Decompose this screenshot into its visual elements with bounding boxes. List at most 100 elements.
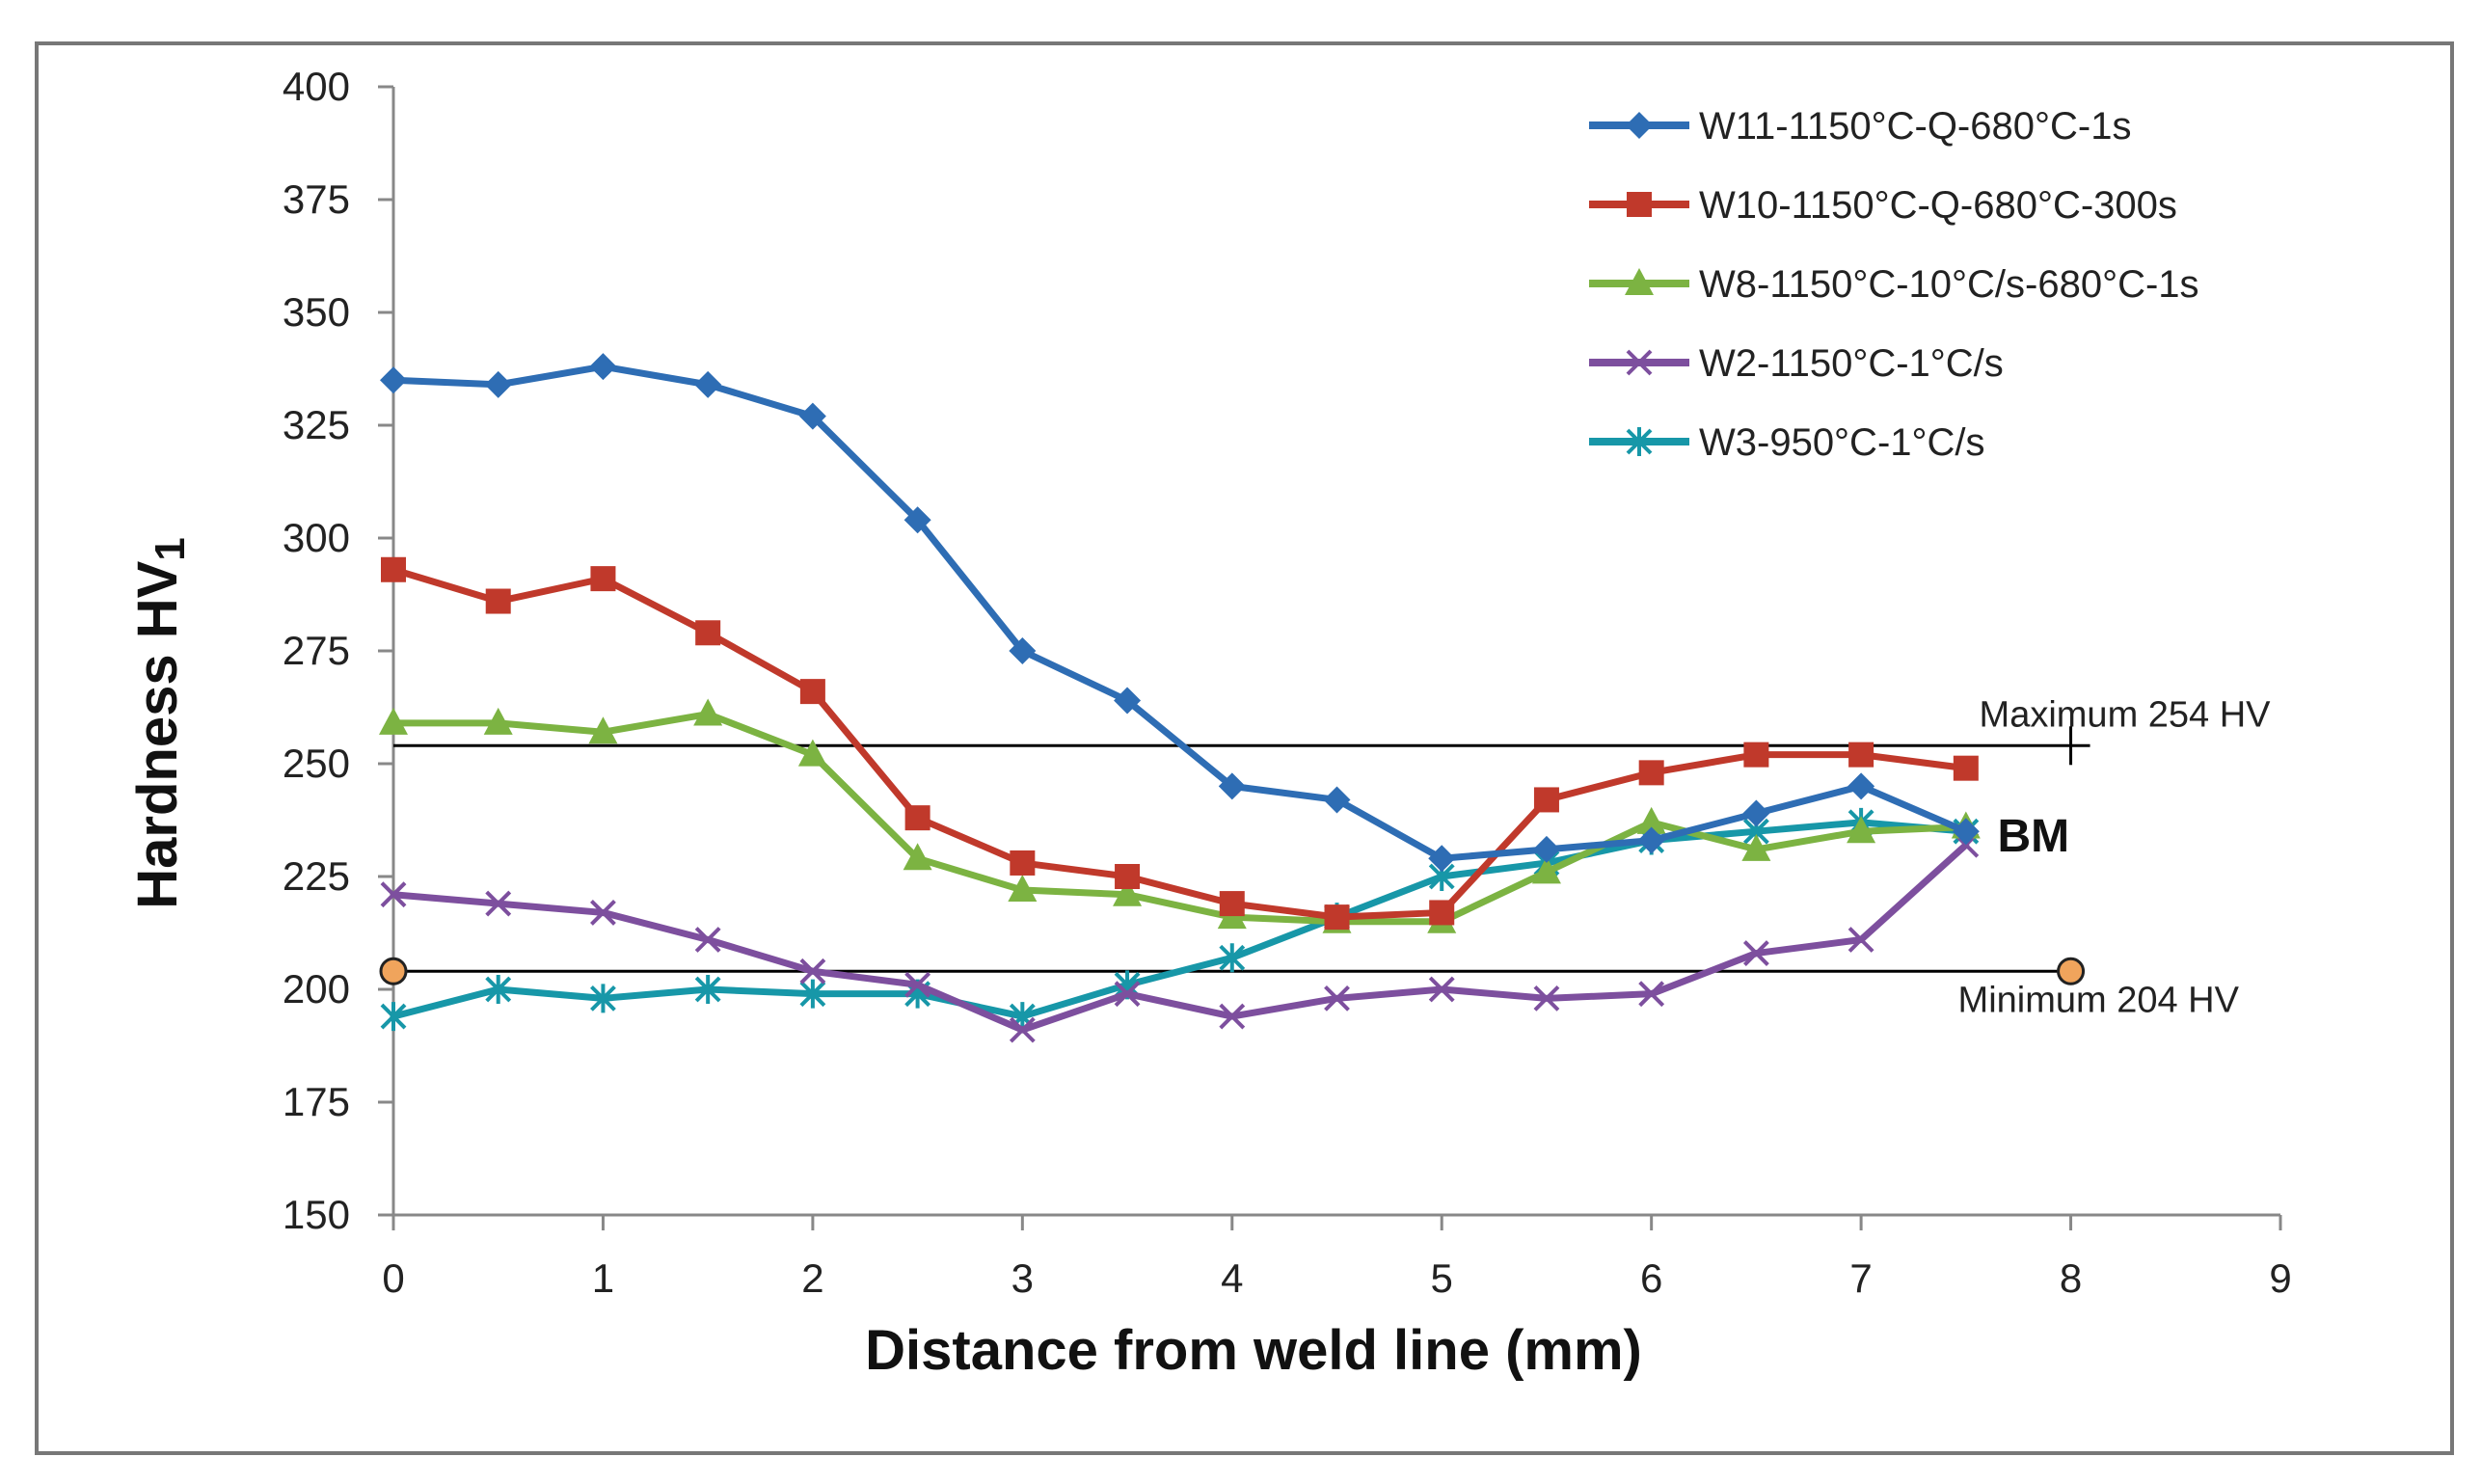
data-point — [799, 979, 826, 1009]
x-axis-title: Distance from weld line (mm) — [865, 1319, 1642, 1382]
data-point — [694, 975, 721, 1004]
data-point — [1218, 772, 1246, 800]
data-point — [799, 958, 826, 985]
series-3 — [380, 831, 1980, 1043]
series-line — [390, 363, 1970, 862]
legend-label: W8-1150°C-10°C/s-680°C-1s — [1699, 263, 2199, 306]
data-point — [1010, 850, 1036, 876]
legend-item: W3-950°C-1°C/s — [1589, 421, 1985, 464]
data-point — [590, 900, 616, 926]
data-point — [1324, 985, 1350, 1012]
data-point — [1219, 891, 1245, 917]
minimum-label: Minimum 204 HV — [1958, 980, 2240, 1020]
data-point — [1009, 637, 1037, 664]
data-point — [1847, 927, 1874, 953]
axes: 150 175 200 225 250 275 300 325 350 375 400 0 1 2 3 4 5 6… — [283, 64, 2292, 1301]
data-point — [1742, 940, 1769, 966]
data-point — [589, 353, 617, 381]
data-point — [1532, 835, 1560, 863]
x-tick-label: 3 — [1011, 1255, 1034, 1301]
series-1 — [381, 556, 1979, 931]
data-point — [1627, 192, 1652, 217]
data-point — [379, 707, 408, 735]
data-point — [798, 402, 826, 430]
series-line — [390, 711, 1970, 926]
data-point — [1848, 742, 1874, 768]
data-point — [1847, 816, 1876, 844]
y-tick-label: 150 — [283, 1192, 350, 1237]
data-point — [1533, 787, 1559, 813]
data-point — [904, 805, 930, 831]
maximum-label: Maximum 254 HV — [1980, 694, 2272, 735]
legend-item: W10-1150°C-Q-680°C-300s — [1589, 184, 2177, 227]
y-tick-label: 250 — [283, 741, 350, 786]
y-tick-label: 325 — [283, 402, 350, 447]
data-point — [799, 679, 825, 705]
data-point — [1323, 786, 1351, 814]
data-point — [1008, 875, 1038, 903]
data-point — [380, 881, 407, 908]
data-point — [1847, 772, 1875, 800]
data-point — [1429, 900, 1455, 926]
bm-label: BM — [1997, 811, 2069, 862]
data-point — [1531, 856, 1561, 884]
y-axis-title-main: Hardness HV — [126, 560, 189, 908]
data-point — [484, 370, 512, 398]
data-point — [1952, 818, 1980, 846]
legend-label: W11-1150°C-Q-680°C-1s — [1699, 105, 2131, 148]
data-point — [695, 620, 721, 646]
chart-frame — [35, 41, 2454, 1455]
data-point — [590, 566, 616, 592]
data-point — [381, 556, 406, 582]
data-point — [1742, 799, 1770, 827]
y-tick-label: 350 — [283, 289, 350, 335]
data-point — [1114, 981, 1141, 1008]
data-point — [1009, 1016, 1036, 1043]
x-tick-label: 9 — [2269, 1255, 2291, 1301]
data-point — [485, 890, 512, 917]
data-point — [380, 1002, 407, 1032]
data-point — [903, 506, 931, 534]
y-tick-label: 175 — [283, 1079, 350, 1124]
series-line — [390, 566, 1970, 921]
x-tick-label: 2 — [801, 1255, 823, 1301]
y-tick-label: 225 — [283, 853, 350, 899]
data-point — [1638, 981, 1665, 1008]
x-tick-label: 6 — [1640, 1255, 1662, 1301]
y-axis-title: Hardness HV1 — [126, 537, 194, 909]
data-point — [694, 370, 722, 398]
data-point — [1324, 904, 1350, 931]
data-point — [1625, 268, 1654, 295]
minimum-line-end-marker — [379, 957, 408, 985]
data-point — [797, 739, 827, 767]
data-point — [1626, 427, 1653, 456]
data-point — [1533, 985, 1560, 1012]
data-point — [1428, 976, 1455, 1003]
data-point — [380, 366, 407, 394]
x-tick-label: 1 — [592, 1255, 614, 1301]
y-tick-label: 375 — [283, 176, 350, 222]
data-point — [1219, 1003, 1246, 1030]
data-point — [1626, 349, 1653, 376]
legend-item: W2-1150°C-1°C/s — [1589, 342, 2004, 385]
data-point — [1953, 755, 1979, 781]
data-point — [694, 927, 721, 953]
x-tick-label: 4 — [1221, 1255, 1243, 1301]
y-tick-label: 200 — [283, 966, 350, 1012]
series-line — [390, 841, 1970, 1034]
legend-label: W10-1150°C-Q-680°C-300s — [1699, 184, 2177, 227]
legend-label: W3-950°C-1°C/s — [1699, 421, 1985, 464]
data-point — [1743, 742, 1769, 768]
data-point — [588, 716, 618, 744]
data-point — [693, 698, 723, 726]
data-point — [1113, 878, 1143, 906]
data-point — [904, 971, 931, 998]
data-point — [903, 843, 932, 871]
data-point — [485, 588, 511, 614]
data-point — [1636, 806, 1666, 834]
data-point — [1637, 826, 1665, 854]
legend-item: W11-1150°C-Q-680°C-1s — [1589, 105, 2131, 148]
y-tick-label: 275 — [283, 628, 350, 673]
x-tick-label: 5 — [1431, 1255, 1453, 1301]
x-tick-label: 0 — [382, 1255, 404, 1301]
